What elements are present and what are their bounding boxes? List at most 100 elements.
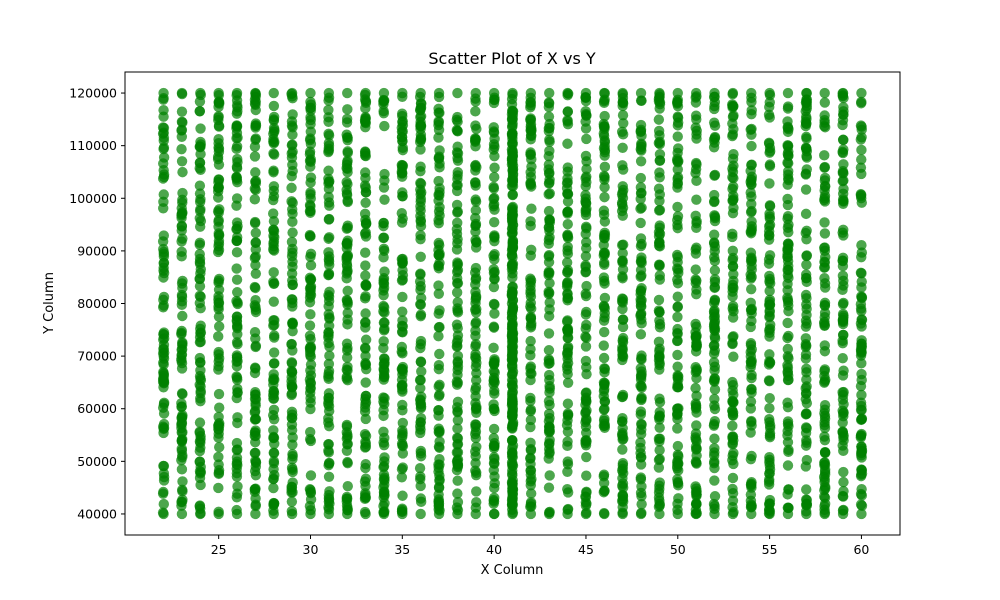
data-point [581, 451, 592, 463]
data-point [543, 249, 555, 261]
data-point [598, 301, 610, 313]
data-point [305, 365, 316, 376]
data-point [379, 317, 390, 328]
data-point [158, 203, 169, 214]
data-point [488, 357, 499, 369]
data-point [801, 318, 812, 329]
data-point [617, 321, 629, 333]
point-column-x-47 [616, 87, 629, 520]
data-point [506, 435, 518, 446]
data-point [654, 204, 666, 216]
data-point [379, 486, 390, 497]
data-point [470, 262, 482, 274]
data-point [489, 478, 500, 489]
data-point [342, 439, 353, 450]
data-point [672, 263, 683, 274]
data-point [268, 165, 279, 176]
y-tick-label: 80000 [77, 296, 117, 311]
data-point [525, 404, 537, 415]
data-point [801, 259, 812, 270]
data-point [581, 110, 592, 121]
data-point [287, 227, 298, 238]
data-point [488, 298, 500, 310]
data-point [415, 184, 426, 195]
data-point [708, 229, 720, 240]
data-point [286, 196, 297, 207]
data-point [782, 157, 793, 168]
data-point [433, 308, 444, 319]
data-point [746, 252, 757, 263]
data-point [672, 476, 684, 488]
data-point [177, 166, 188, 178]
data-point [507, 174, 519, 186]
data-point [672, 211, 684, 222]
data-point [213, 331, 224, 342]
data-point [213, 142, 224, 153]
data-point [727, 195, 739, 206]
data-point [194, 426, 205, 437]
data-point [397, 213, 408, 224]
point-column-x-59 [837, 87, 849, 520]
data-point [304, 229, 316, 241]
data-point [341, 338, 353, 349]
data-point [764, 159, 776, 170]
data-point [653, 227, 665, 238]
data-point [838, 280, 849, 291]
data-point [672, 291, 683, 302]
data-point [360, 398, 371, 410]
data-point [654, 422, 665, 433]
data-point [177, 450, 188, 461]
data-point [654, 436, 665, 447]
data-point [286, 389, 297, 401]
data-point [746, 369, 757, 381]
data-point [414, 463, 426, 474]
data-point [434, 257, 445, 269]
data-point [250, 456, 262, 468]
data-point [782, 460, 794, 471]
data-point [838, 167, 849, 179]
data-point [580, 205, 591, 216]
data-point [543, 369, 555, 381]
data-point [451, 244, 463, 255]
data-point [506, 249, 518, 261]
data-point [819, 492, 831, 503]
point-column-x-48 [635, 87, 647, 520]
data-point [801, 131, 812, 143]
data-point [304, 297, 316, 308]
data-point [433, 423, 444, 434]
data-point [378, 87, 390, 99]
data-point [783, 446, 794, 458]
data-point [562, 177, 573, 188]
data-point [360, 334, 372, 345]
data-point [746, 123, 757, 135]
data-point [213, 482, 224, 494]
point-column-x-25 [212, 87, 225, 520]
data-point [195, 302, 206, 314]
data-point [672, 164, 683, 175]
data-point [782, 148, 794, 160]
data-point [452, 396, 464, 408]
data-point [213, 174, 224, 185]
data-point [489, 216, 500, 228]
data-point [727, 118, 738, 129]
data-point [415, 230, 426, 241]
data-point [672, 458, 684, 470]
data-point [231, 452, 243, 463]
data-point [397, 365, 408, 377]
data-point [397, 119, 409, 131]
data-point [544, 136, 555, 147]
point-column-x-52 [708, 87, 721, 520]
x-axis-label: X Column [481, 563, 544, 578]
data-point [323, 145, 335, 156]
data-point [342, 167, 353, 178]
data-point [782, 255, 794, 267]
data-point [709, 384, 721, 395]
point-column-x-29 [286, 87, 298, 520]
data-point [471, 467, 482, 478]
data-point [287, 165, 298, 177]
data-point [360, 280, 372, 291]
data-point [562, 106, 573, 117]
data-point [287, 204, 298, 215]
data-point [433, 508, 445, 520]
data-point [581, 280, 592, 292]
